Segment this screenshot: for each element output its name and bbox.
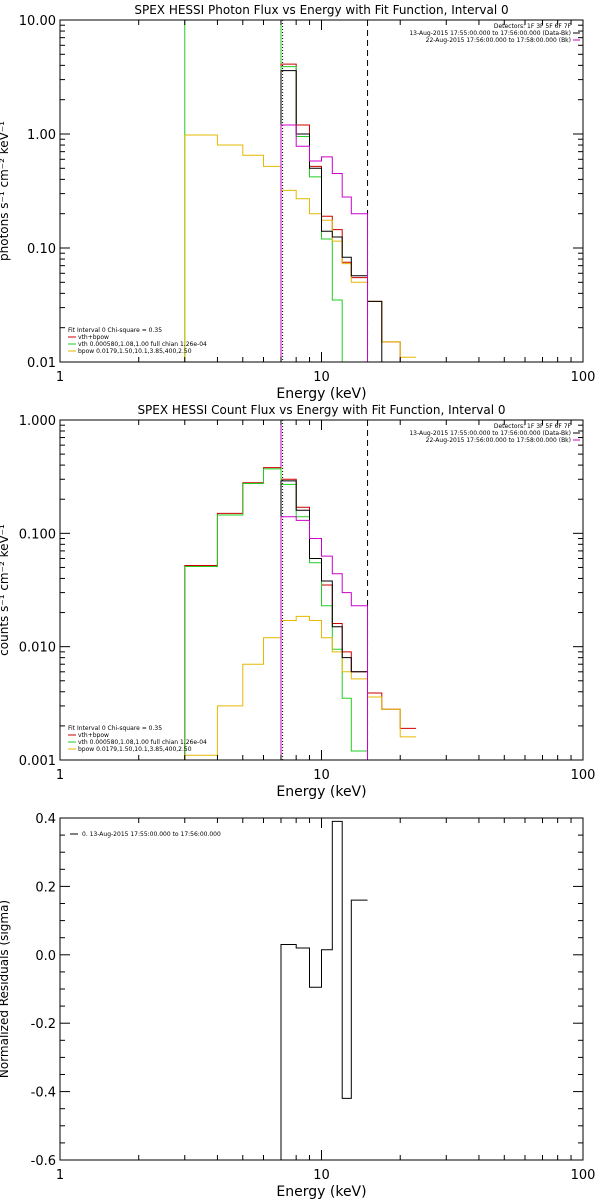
legend-entry: vth 0.000580,1.08,1.00 full chian 1.26e-… — [78, 739, 207, 746]
plot-area — [184, 420, 417, 760]
y-tick-label: -0.2 — [31, 1017, 56, 1032]
y-tick-label: 10.00 — [19, 14, 56, 29]
x-tick-label: 10 — [313, 370, 330, 385]
legend-entry: Fit Interval 0 Chi-square = 0.35 — [68, 725, 162, 732]
y-axis: 0.01 0.10 1.00 10.00 — [19, 14, 583, 371]
y-tick-label: 0.01 — [27, 356, 56, 371]
panel-count: 1 10 100 0.001 0.010 0.100 1.000 SPEX HESSI Cou… — [0, 403, 595, 800]
plot-area — [184, 20, 417, 362]
y-tick-label: 0.2 — [35, 880, 56, 895]
y-tick-label: 0.001 — [19, 754, 56, 769]
legend-entry: bpow 0.0179,1.50,10.1,3.85,400,2.50 — [78, 348, 192, 355]
x-tick-label: 10 — [313, 768, 330, 783]
legend-entry: 0. 13-Aug-2015 17:55:00.000 to 17:56:00.… — [82, 831, 221, 838]
legend-entry: vth 0.000580,1.08,1.00 full chian 1.26e-… — [78, 341, 207, 348]
x-axis: 1 10 100 — [56, 20, 596, 385]
legend: 0. 13-Aug-2015 17:55:00.000 to 17:56:00.… — [70, 831, 221, 838]
plot-area — [280, 820, 368, 1160]
series-total — [280, 480, 368, 760]
y-axis: -0.6 -0.4 -0.2 0.0 0.2 0.4 — [31, 812, 583, 1169]
header-line: 22-Aug-2015 17:56:00.000 to 17:58:00.000… — [426, 437, 571, 444]
x-tick-label: 100 — [571, 1168, 596, 1183]
x-axis-label: Energy (keV) — [276, 784, 366, 800]
y-axis-label: Normalized Residuals (sigma) — [0, 900, 11, 1078]
y-tick-label: 0.010 — [19, 641, 56, 656]
legend-entry: Fit Interval 0 Chi-square = 0.35 — [68, 327, 162, 334]
series-bk — [280, 516, 368, 760]
chart-title: SPEX HESSI Count Flux vs Energy with Fit… — [137, 403, 505, 417]
panel-photon: 1 10 100 0.01 0.10 1.00 10.00 SPEX HESSI Photon… — [0, 3, 595, 402]
header-line: 13-Aug-2015 17:55:00.000 to 17:56:00.000… — [409, 30, 571, 37]
y-axis-label: photons s⁻¹ cm⁻² keV⁻¹ — [0, 121, 11, 261]
x-axis: 1 10 100 — [56, 818, 596, 1183]
x-axis-label: Energy (keV) — [276, 386, 366, 402]
x-tick-label: 1 — [56, 1168, 64, 1183]
series-sum — [184, 467, 417, 760]
y-tick-label: 0.4 — [35, 812, 56, 827]
x-tick-label: 10 — [313, 1168, 330, 1183]
y-tick-label: 1.00 — [27, 128, 56, 143]
y-tick-label: 0.100 — [19, 527, 56, 542]
x-tick-label: 100 — [571, 370, 596, 385]
header-line: 22-Aug-2015 17:56:00.000 to 17:58:00.000… — [426, 37, 571, 44]
header-line: Detectors: 1F 3F 5F 6F 7F — [494, 23, 572, 30]
x-tick-label: 1 — [56, 370, 64, 385]
chart-title: SPEX HESSI Photon Flux vs Energy with Fi… — [134, 3, 508, 17]
x-tick-label: 1 — [56, 768, 64, 783]
y-axis-label: counts s⁻¹ cm⁻² keV⁻¹ — [0, 524, 11, 656]
series-vth — [280, 66, 368, 362]
legend: Fit Interval 0 Chi-square = 0.35vth+bpow… — [68, 725, 207, 753]
y-tick-label: -0.4 — [31, 1086, 56, 1101]
x-axis: 1 10 100 — [56, 420, 596, 783]
legend-entry: vth+bpow — [78, 732, 109, 739]
series-bk — [280, 124, 368, 362]
y-tick-label: 0.10 — [27, 242, 56, 257]
x-tick-label: 100 — [571, 768, 596, 783]
plot-frame — [59, 817, 584, 1161]
series-vth — [184, 468, 368, 760]
y-tick-label: 0.0 — [35, 949, 56, 964]
legend: Fit Interval 0 Chi-square = 0.35vth+bpow… — [68, 327, 207, 355]
header-line: 13-Aug-2015 17:55:00.000 to 17:56:00.000… — [409, 430, 571, 437]
panel-resid: 1 10 100 -0.6 -0.4 -0.2 0.0 0.2 0.4 Energy (keV) N… — [0, 812, 595, 1200]
series-bpow — [184, 615, 417, 760]
x-axis-label: Energy (keV) — [276, 1184, 366, 1200]
y-axis: 0.001 0.010 0.100 1.000 — [19, 414, 583, 769]
legend-entry: vth+bpow — [78, 334, 109, 341]
legend-entry: bpow 0.0179,1.50,10.1,3.85,400,2.50 — [78, 746, 192, 753]
y-tick-label: -0.6 — [31, 1154, 56, 1169]
y-tick-label: 1.000 — [19, 414, 56, 429]
series-sum — [280, 63, 417, 362]
series-total — [280, 820, 368, 1160]
header-line: Detectors: 1F 3F 5F 6F 7F — [494, 423, 572, 430]
